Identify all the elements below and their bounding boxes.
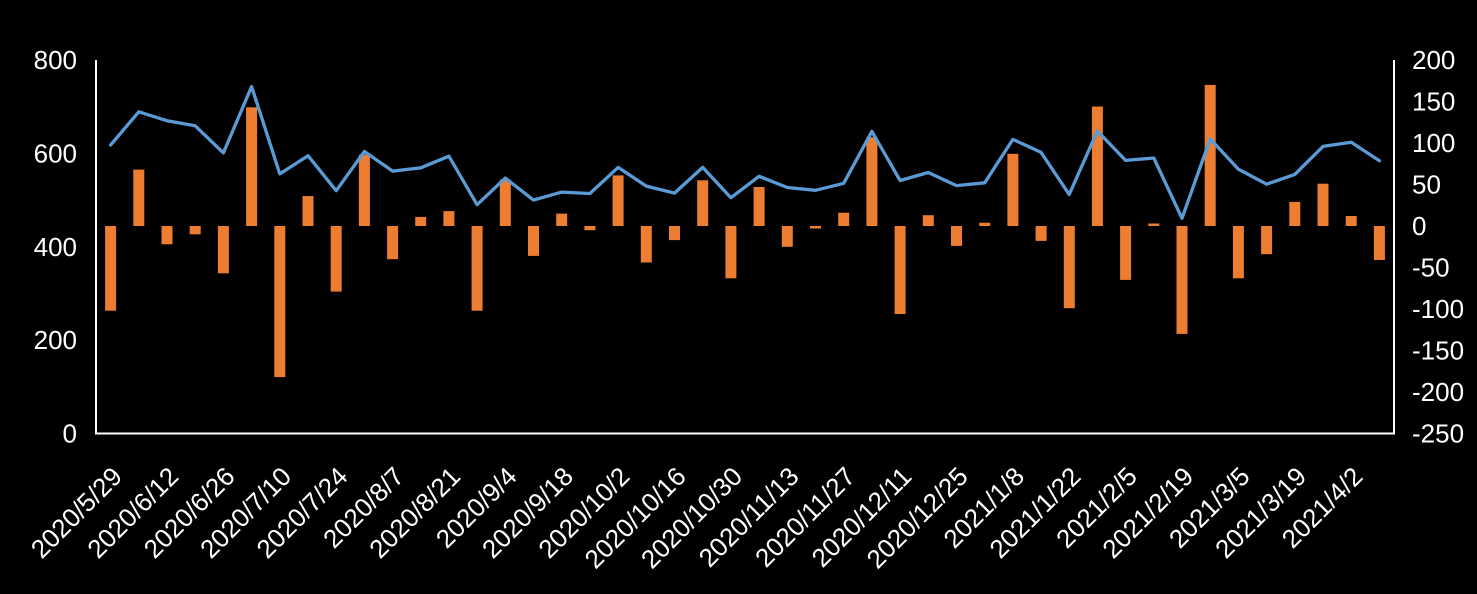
svg-text:100: 100 <box>1412 128 1455 158</box>
svg-text:0: 0 <box>1412 211 1426 241</box>
svg-text:600: 600 <box>34 138 77 168</box>
svg-text:0: 0 <box>63 419 77 449</box>
svg-text:150: 150 <box>1412 87 1455 117</box>
svg-text:400: 400 <box>34 232 77 262</box>
svg-text:800: 800 <box>34 45 77 75</box>
svg-text:-200: -200 <box>1412 377 1464 407</box>
svg-text:200: 200 <box>34 325 77 355</box>
svg-text:50: 50 <box>1412 170 1441 200</box>
svg-text:-250: -250 <box>1412 419 1464 449</box>
svg-text:-100: -100 <box>1412 294 1464 324</box>
svg-text:-50: -50 <box>1412 253 1450 283</box>
svg-text:200: 200 <box>1412 45 1455 75</box>
svg-text:-150: -150 <box>1412 336 1464 366</box>
